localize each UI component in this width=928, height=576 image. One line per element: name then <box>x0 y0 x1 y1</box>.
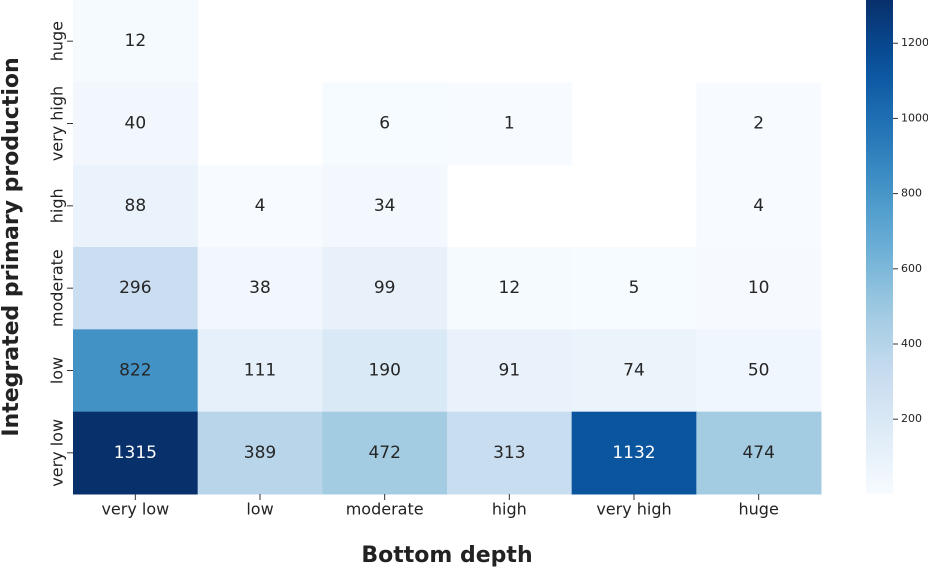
colorbar-tick-label: 200 <box>901 412 922 425</box>
colorbar <box>866 0 893 494</box>
heatmap-cell <box>571 411 697 495</box>
cell-label: 313 <box>493 443 525 463</box>
heatmap-cell <box>447 82 573 166</box>
heatmap-cell <box>73 164 199 248</box>
heatmap-cell <box>73 247 199 330</box>
cell-label: 111 <box>244 361 276 381</box>
y-axis-title: Integrated primary production <box>0 57 24 436</box>
heatmap-cell <box>322 247 448 330</box>
heatmap-cell <box>322 411 448 495</box>
heatmap-cell <box>322 82 448 166</box>
heatmap-cell <box>322 164 448 248</box>
cell-label: 389 <box>244 443 276 463</box>
colorbar-tick-label: 600 <box>901 262 922 275</box>
cell-label: 190 <box>368 361 400 381</box>
heatmap-cell <box>447 329 573 413</box>
cell-label: 4 <box>255 196 266 216</box>
colorbar-tick-label: 800 <box>901 187 922 200</box>
cell-label: 1315 <box>114 443 157 463</box>
cell-label: 5 <box>629 278 640 298</box>
cell-label: 472 <box>368 443 400 463</box>
colorbar-tick-label: 400 <box>901 337 922 350</box>
heatmap-cell <box>571 329 697 413</box>
x-tick-label: huge <box>739 500 779 519</box>
x-tick-label: moderate <box>346 500 424 519</box>
heatmap-cell <box>696 82 822 166</box>
heatmap-cell <box>696 247 822 330</box>
heatmap-cell <box>197 411 323 495</box>
heatmap-cell <box>197 247 323 330</box>
colorbar-tick-label: 1200 <box>901 36 928 49</box>
cell-label: 50 <box>748 361 770 381</box>
x-tick-label: very low <box>101 500 169 519</box>
cell-label: 2 <box>753 114 764 134</box>
heatmap-cell <box>73 329 199 413</box>
colorbar-tick-label: 1000 <box>901 111 928 124</box>
cell-label: 822 <box>119 361 151 381</box>
heatmap-cell <box>696 329 822 413</box>
cell-label: 474 <box>742 443 774 463</box>
y-tick-label: very low <box>48 419 67 487</box>
cell-label: 296 <box>119 278 151 298</box>
cell-label: 40 <box>125 114 147 134</box>
cell-label: 34 <box>374 196 396 216</box>
y-tick-label: huge <box>48 21 67 61</box>
heatmap-cell <box>571 247 697 330</box>
cell-label: 91 <box>499 361 521 381</box>
cell-label: 12 <box>499 278 521 298</box>
y-tick-label: moderate <box>48 249 67 327</box>
x-tick-label: high <box>492 500 527 519</box>
cell-label: 38 <box>249 278 271 298</box>
heatmap-cell <box>197 329 323 413</box>
heatmap-cell <box>197 164 323 248</box>
y-tick-label: very high <box>48 86 67 161</box>
cell-label: 99 <box>374 278 396 298</box>
x-axis-title: Bottom depth <box>361 543 532 568</box>
cell-label: 4 <box>753 196 764 216</box>
heatmap-cell <box>696 411 822 495</box>
x-tick-label: very high <box>596 500 671 519</box>
cell-label: 88 <box>125 196 147 216</box>
heatmap-cell <box>447 247 573 330</box>
cell-label: 1 <box>504 114 515 134</box>
cell-label: 1132 <box>612 443 655 463</box>
heatmap-cell <box>73 411 199 495</box>
heatmap-cell <box>322 329 448 413</box>
heatmap-cell <box>73 82 199 166</box>
cell-label: 6 <box>379 114 390 134</box>
heatmap-cell <box>696 164 822 248</box>
y-tick-label: low <box>48 357 67 384</box>
y-tick-label: high <box>48 188 67 223</box>
cell-label: 74 <box>623 361 645 381</box>
x-tick-label: low <box>246 500 273 519</box>
cell-label: 12 <box>125 31 147 51</box>
heatmap-cell <box>447 411 573 495</box>
cell-label: 10 <box>748 278 770 298</box>
heatmap-cell <box>73 0 199 83</box>
